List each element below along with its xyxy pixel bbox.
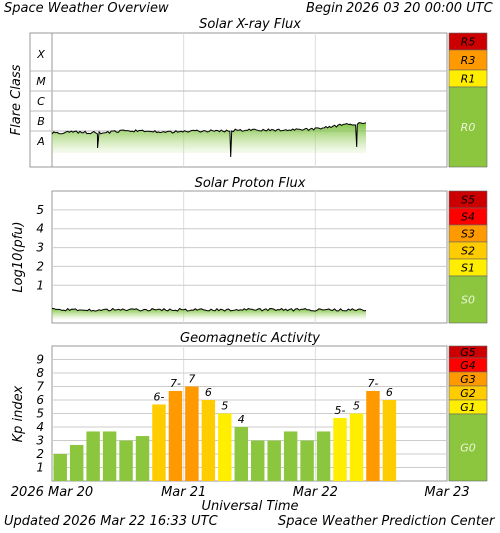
kp-bar-label: 5 [353,400,360,413]
flare-class-b: B [37,115,45,128]
kp-bar [267,440,281,481]
proton-scale-label-s4: S4 [461,211,475,224]
begin-value: 2026 03 20 00:00 UTC [346,1,493,16]
kp-scale-label-g2: G2 [460,387,476,400]
kp-bar-label: 7- [367,377,378,390]
xray-scale-label-r1: R1 [461,73,476,86]
kp-bar [251,440,265,481]
kp-bar [86,431,100,481]
flare-class-x: X [36,48,45,61]
kp-bar-label: 7 [188,373,195,386]
x-tick-day-3: Mar 23 [424,485,469,500]
flare-class-box [29,32,53,168]
kp-bar [69,444,84,481]
kp-bar [316,431,331,481]
proton-flux-line [51,307,367,312]
kp-bar [119,440,133,481]
kp-scale-label-g1: G1 [460,401,476,414]
xray-flux-line [51,122,367,158]
kp-bar [152,404,166,481]
proton-tick-3: 3 [36,241,44,255]
x-tick-day-2: Mar 22 [293,485,338,500]
kp-bar [234,427,248,481]
source-credit: Space Weather Prediction Center [278,514,495,529]
kp-title: Geomagnetic Activity [180,331,320,346]
overview-title: Space Weather Overview [4,1,169,16]
flare-class-a: A [36,135,45,148]
kp-tick-7: 7 [36,380,44,394]
kp-bar-label: 6 [205,386,212,399]
kp-bar [185,386,199,481]
x-tick-day-0: 2026 Mar 20 [11,485,93,500]
kp-scale-label-g4: G4 [460,359,476,372]
kp-bar [349,413,364,481]
xray-scale-label-r0: R0 [461,121,476,134]
proton-ylabel: Log10(pfu) [11,221,26,292]
kp-tick-9: 9 [36,353,44,367]
proton-flux-fill [52,308,367,320]
proton-scale-label-s0: S0 [461,294,475,307]
kp-bar [168,390,183,481]
x-axis-label: Universal Time [201,499,298,514]
updated-value: 2026 Mar 22 16:33 UTC [63,514,218,529]
xray-title: Solar X-ray Flux [199,17,301,32]
kp-tick-6: 6 [36,393,44,407]
proton-scale-label-s1: S1 [461,262,475,275]
x-tick-day-1: Mar 21 [161,485,206,500]
kp-scale-label-g0: G0 [460,442,476,455]
proton-tick-5: 5 [36,203,44,217]
plot-frame-proton [51,190,448,324]
proton-tick-2: 2 [36,259,44,273]
kp-tick-4: 4 [36,420,44,434]
kp-bar [218,413,232,481]
flare-class-c: C [37,95,45,108]
xray-scale-r0 [448,86,488,168]
kp-bar-label: 7- [170,377,181,390]
kp-bar-label: 5 [221,400,228,413]
kp-bar [300,440,314,481]
kp-bar [366,390,380,481]
proton-title: Solar Proton Flux [195,176,306,191]
kp-scale-g0 [448,413,488,482]
kp-bar [333,417,347,481]
xray-flux-fill [52,122,367,157]
proton-tick-1: 1 [36,278,44,292]
kp-tick-1: 1 [36,461,44,475]
flare-class-m: M [36,75,46,88]
kp-bar-label: 6 [386,386,393,399]
updated-label: Updated [4,514,60,529]
xray-scale-label-r3: R3 [461,54,476,67]
xray-scale-label-r5: R5 [461,36,476,49]
kp-ylabel: Kp index [11,385,26,442]
kp-bar-label: 6- [153,390,164,403]
kp-bar-label: 4 [238,413,245,426]
proton-tick-4: 4 [36,222,44,236]
kp-bar [135,436,150,481]
kp-bar [53,454,67,481]
kp-bar [382,400,397,481]
kp-tick-3: 3 [36,434,44,448]
kp-bar [283,431,298,481]
proton-scale-label-s5: S5 [461,194,475,207]
xray-ylabel: Flare Class [9,64,24,135]
kp-scale-label-g3: G3 [460,373,476,386]
proton-scale-label-s3: S3 [461,228,475,241]
kp-tick-8: 8 [36,366,44,380]
kp-tick-5: 5 [36,407,44,421]
kp-bar-label: 5- [335,404,346,417]
kp-scale-label-g5: G5 [460,346,476,359]
kp-bar [102,431,117,481]
proton-scale-label-s2: S2 [461,245,475,258]
kp-bar [201,400,216,481]
proton-scale-s0 [448,275,488,324]
begin-label: Begin [306,1,344,16]
kp-tick-2: 2 [36,447,44,461]
